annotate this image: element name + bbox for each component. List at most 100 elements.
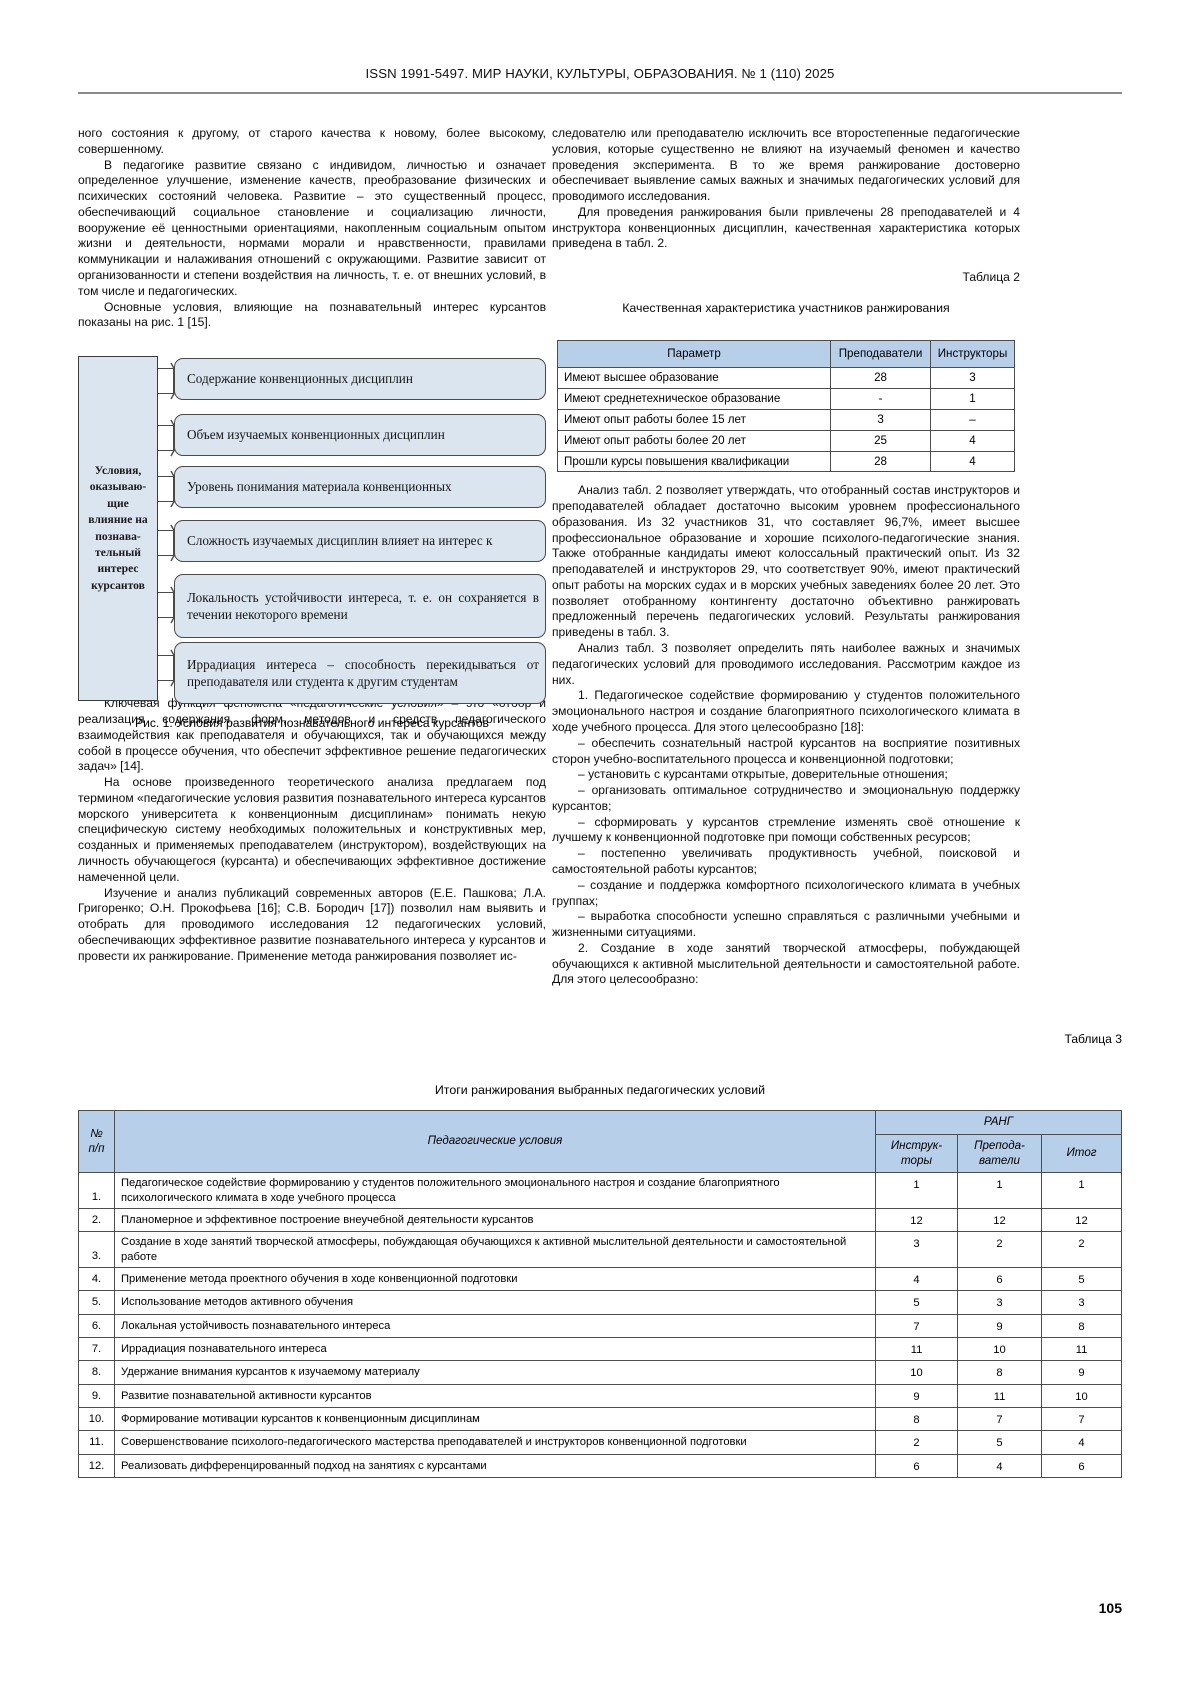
diagram-node-label: Локальность устойчивости интереса, т. е.… [175,589,545,624]
cell-rank-instructors: 1 [876,1173,958,1209]
cell-instructors: 1 [931,388,1015,409]
paragraph: ного состояния к другому, от старого кач… [78,126,546,158]
diagram-node-label: Содержание конвенционных дисциплин [175,370,545,387]
cell-rank-total: 6 [1042,1454,1122,1477]
cell-no: 5. [79,1291,115,1314]
bullet-item: – установить с курсантами открытые, дове… [552,767,1020,783]
cell-condition: Локальная устойчивость познавательного и… [115,1314,876,1337]
column-header-instructors: Инструк-торы [876,1134,958,1173]
cell-rank-teachers: 4 [958,1454,1042,1477]
column-header-teachers: Преподаватели [831,341,931,368]
diagram-node: Содержание конвенционных дисциплин [174,358,546,400]
bullet-item: – выработка способности успешно справлят… [552,909,1020,941]
paragraph: 1. Педагогическое содействие формировани… [552,688,1020,735]
cell-rank-instructors: 7 [876,1314,958,1337]
cell-rank-instructors: 9 [876,1384,958,1407]
table-row: 5.Использование методов активного обучен… [79,1291,1122,1314]
paragraph: Анализ табл. 3 позволяет определить пять… [552,641,1020,688]
cell-no: 6. [79,1314,115,1337]
header-rule [78,92,1122,94]
cell-parameter: Имеют высшее образование [558,367,831,388]
cell-rank-instructors: 5 [876,1291,958,1314]
cell-rank-instructors: 2 [876,1431,958,1454]
cell-no: 10. [79,1408,115,1431]
table-row: 2.Планомерное и эффективное построение в… [79,1209,1122,1232]
cell-teachers: 3 [831,409,931,430]
cell-instructors: 4 [931,451,1015,472]
cell-rank-total: 12 [1042,1209,1122,1232]
right-column: следователю или преподавателю исключить … [552,126,1020,988]
table-row: 10.Формирование мотивации курсантов к ко… [79,1408,1122,1431]
cell-condition: Удержание внимания курсантов к изучаемом… [115,1361,876,1384]
cell-teachers: 28 [831,367,931,388]
cell-condition: Создание в ходе занятий творческой атмос… [115,1232,876,1268]
cell-no: 12. [79,1454,115,1477]
paragraph: Изучение и анализ публикаций современных… [78,886,546,965]
table-row: Прошли курсы повышения квалификации 28 4 [558,451,1015,472]
diagram-node: Сложность изучаемых дисциплин влияет на … [174,520,546,562]
diagram-node: Уровень понимания материала конвенционны… [174,466,546,508]
cell-rank-instructors: 10 [876,1361,958,1384]
cell-condition: Педагогическое содействие формированию у… [115,1173,876,1209]
cell-instructors: 3 [931,367,1015,388]
column-header-no: №п/п [79,1111,115,1173]
diagram-node-label: Объем изучаемых конвенционных дисциплин [175,426,545,443]
paragraph: Анализ табл. 2 позволяет утверждать, что… [552,483,1020,641]
table-row: 8.Удержание внимания курсантов к изучаем… [79,1361,1122,1384]
cell-condition: Иррадиация познавательного интереса [115,1338,876,1361]
cell-rank-teachers: 1 [958,1173,1042,1209]
table-row: 3.Создание в ходе занятий творческой атм… [79,1232,1122,1268]
cell-no: 1. [79,1173,115,1209]
cell-condition: Реализовать дифференцированный подход на… [115,1454,876,1477]
cell-condition: Развитие познавательной активности курса… [115,1384,876,1407]
table-row: 11.Совершенствование психолого-педагогич… [79,1431,1122,1454]
paragraph: Основные условия, влияющие на познавател… [78,300,546,332]
diagram-node: Иррадиация интереса – способность переки… [174,642,546,704]
figure-1-diagram: Условия, оказываю- щие влияние на познав… [78,352,546,705]
paragraph: В педагогике развитие связано с индивидо… [78,158,546,300]
cell-rank-total: 3 [1042,1291,1122,1314]
paragraph: Для проведения ранжирования были привлеч… [552,205,1020,252]
cell-condition: Использование методов активного обучения [115,1291,876,1314]
diagram-node-label: Иррадиация интереса – способность переки… [175,656,545,691]
cell-condition: Формирование мотивации курсантов к конве… [115,1408,876,1431]
table-row: 6.Локальная устойчивость познавательного… [79,1314,1122,1337]
cell-no: 8. [79,1361,115,1384]
column-header-parameter: Параметр [558,341,831,368]
cell-rank-instructors: 4 [876,1268,958,1291]
table-row: 9.Развитие познавательной активности кур… [79,1384,1122,1407]
table-3-title: Итоги ранжирования выбранных педагогичес… [78,1083,1122,1097]
page-number: 105 [1099,1600,1122,1616]
cell-parameter: Прошли курсы повышения квалификации [558,451,831,472]
diagram-node: Объем изучаемых конвенционных дисциплин [174,414,546,456]
diagram-root-node: Условия, оказываю- щие влияние на познав… [78,356,158,701]
diagram-root-label: Условия, оказываю- щие влияние на познав… [84,463,151,595]
bullet-item: – обеспечить сознательный настрой курсан… [552,736,1020,768]
bullet-item: – создание и поддержка комфортного психо… [552,878,1020,910]
bullet-item: – постепенно увеличивать продуктивность … [552,846,1020,878]
table-row: 7.Иррадиация познавательного интереса111… [79,1338,1122,1361]
figure-1-caption: Рис. 1. Условия развития познавательного… [78,716,546,730]
diagram-node-label: Уровень понимания материала конвенционны… [175,478,545,495]
column-header-instructors: Инструкторы [931,341,1015,368]
cell-rank-teachers: 9 [958,1314,1042,1337]
table-row: Имеют опыт работы более 15 лет 3 – [558,409,1015,430]
cell-rank-total: 5 [1042,1268,1122,1291]
cell-rank-total: 9 [1042,1361,1122,1384]
table-2: Параметр Преподаватели Инструкторы Имеют… [557,340,1015,472]
cell-rank-total: 4 [1042,1431,1122,1454]
cell-no: 3. [79,1232,115,1268]
table2-title: Качественная характеристика участников р… [552,300,1020,316]
table-3: №п/п Педагогические условия РАНГ Инструк… [78,1110,1122,1478]
table-row: Имеют среднетехническое образование - 1 [558,388,1015,409]
table-row: Имеют высшее образование 28 3 [558,367,1015,388]
table-header-row: Параметр Преподаватели Инструкторы [558,341,1015,368]
cell-rank-teachers: 8 [958,1361,1042,1384]
paragraph: следователю или преподавателю исключить … [552,126,1020,205]
cell-rank-teachers: 12 [958,1209,1042,1232]
cell-rank-total: 8 [1042,1314,1122,1337]
cell-rank-teachers: 6 [958,1268,1042,1291]
journal-page: ISSN 1991-5497. МИР НАУКИ, КУЛЬТУРЫ, ОБР… [0,0,1200,1697]
table-3-label: Таблица 3 [78,1032,1122,1046]
cell-no: 2. [79,1209,115,1232]
